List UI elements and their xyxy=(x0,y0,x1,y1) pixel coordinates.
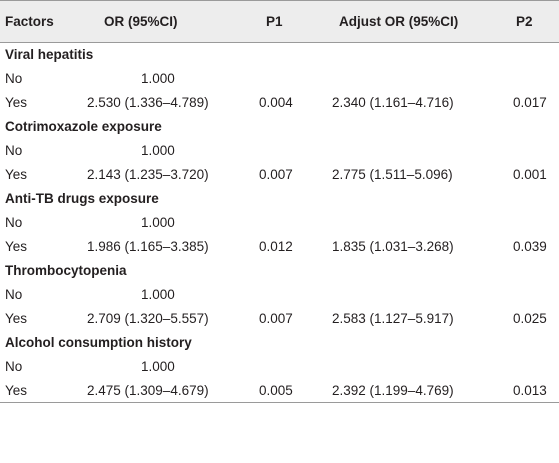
p2-cell: 0.017 xyxy=(513,95,547,110)
adjust-or-cell xyxy=(319,139,484,163)
or-cell: 1.000 xyxy=(141,287,175,302)
adjust-or-cell: 2.392 (1.199–4.769) xyxy=(332,382,454,398)
header-or: OR (95%CI) xyxy=(104,14,178,29)
p2-cell xyxy=(484,67,559,91)
table-row: No 1.000 xyxy=(0,355,559,379)
p2-cell: 0.025 xyxy=(513,311,547,326)
level-cell: No xyxy=(5,143,23,158)
table-row: No 1.000 xyxy=(0,139,559,163)
header-adjust-or: Adjust OR (95%CI) xyxy=(339,14,459,29)
p2-cell xyxy=(484,355,559,379)
header-row: Factors OR (95%CI) P1 Adjust OR (95%CI) … xyxy=(0,0,559,43)
or-cell: 2.530 (1.336–4.789) xyxy=(87,95,209,110)
table-row: No 1.000 xyxy=(0,67,559,91)
adjust-or-cell: 2.340 (1.161–4.716) xyxy=(332,95,454,110)
p1-cell xyxy=(234,355,319,379)
or-cell: 1.986 (1.165–3.385) xyxy=(87,239,209,254)
p1-cell xyxy=(234,283,319,307)
p1-cell xyxy=(234,139,319,163)
group-name: Anti-TB drugs exposure xyxy=(5,191,159,206)
p2-cell xyxy=(484,211,559,235)
or-cell: 2.143 (1.235–3.720) xyxy=(87,167,209,182)
level-cell: Yes xyxy=(5,167,28,182)
table-row: Yes 2.709 (1.320–5.557) 0.007 2.583 (1.1… xyxy=(0,307,559,331)
or-cell: 2.475 (1.309–4.679) xyxy=(87,382,209,398)
p2-cell xyxy=(484,139,559,163)
p2-cell: 0.013 xyxy=(513,382,547,398)
adjust-or-cell xyxy=(319,283,484,307)
p1-cell: 0.004 xyxy=(259,95,293,110)
group-name: Alcohol consumption history xyxy=(5,335,192,350)
or-cell: 1.000 xyxy=(141,359,175,374)
group-name: Cotrimoxazole exposure xyxy=(5,119,162,134)
level-cell: No xyxy=(5,71,23,86)
p1-cell: 0.012 xyxy=(259,239,293,254)
level-cell: Yes xyxy=(5,382,28,398)
level-cell: Yes xyxy=(5,311,28,326)
header-p2: P2 xyxy=(516,14,533,29)
group-name: Viral hepatitis xyxy=(5,47,94,63)
adjust-or-cell: 1.835 (1.031–3.268) xyxy=(332,239,454,254)
p2-cell: 0.001 xyxy=(513,167,547,182)
p2-cell xyxy=(484,283,559,307)
level-cell: No xyxy=(5,287,23,302)
or-cell: 1.000 xyxy=(141,143,175,158)
p1-cell: 0.005 xyxy=(259,382,293,398)
adjust-or-cell: 2.583 (1.127–5.917) xyxy=(332,311,454,326)
group-header-row: Anti-TB drugs exposure xyxy=(0,187,559,211)
table-body: Viral hepatitis No 1.000 Yes 2.530 (1.33… xyxy=(0,43,559,403)
level-cell: Yes xyxy=(5,239,28,254)
or-cell: 1.000 xyxy=(141,215,175,230)
or-cell: 1.000 xyxy=(141,71,175,86)
header-factors: Factors xyxy=(5,14,54,29)
results-table: Factors OR (95%CI) P1 Adjust OR (95%CI) … xyxy=(0,0,559,403)
table-header: Factors OR (95%CI) P1 Adjust OR (95%CI) … xyxy=(0,0,559,43)
adjust-or-cell xyxy=(319,67,484,91)
p1-cell: 0.007 xyxy=(259,311,293,326)
group-header-row: Thrombocytopenia xyxy=(0,259,559,283)
level-cell: No xyxy=(5,359,23,374)
table-row: Yes 2.143 (1.235–3.720) 0.007 2.775 (1.5… xyxy=(0,163,559,187)
p1-cell: 0.007 xyxy=(259,167,293,182)
or-cell: 2.709 (1.320–5.557) xyxy=(87,311,209,326)
table-row: Yes 2.475 (1.309–4.679) 0.005 2.392 (1.1… xyxy=(0,379,559,403)
table-row: No 1.000 xyxy=(0,211,559,235)
p2-cell: 0.039 xyxy=(513,239,547,254)
group-name: Thrombocytopenia xyxy=(5,263,127,278)
header-p1: P1 xyxy=(266,14,283,29)
p1-cell xyxy=(234,211,319,235)
level-cell: Yes xyxy=(5,95,28,110)
group-header-row: Cotrimoxazole exposure xyxy=(0,115,559,139)
table-row: Yes 1.986 (1.165–3.385) 0.012 1.835 (1.0… xyxy=(0,235,559,259)
group-header-row: Alcohol consumption history xyxy=(0,331,559,355)
p1-cell xyxy=(234,67,319,91)
adjust-or-cell: 2.775 (1.511–5.096) xyxy=(332,167,453,182)
adjust-or-cell xyxy=(319,355,484,379)
table-row: Yes 2.530 (1.336–4.789) 0.004 2.340 (1.1… xyxy=(0,91,559,115)
adjust-or-cell xyxy=(319,211,484,235)
group-header-row: Viral hepatitis xyxy=(0,43,559,67)
level-cell: No xyxy=(5,215,23,230)
table-row: No 1.000 xyxy=(0,283,559,307)
